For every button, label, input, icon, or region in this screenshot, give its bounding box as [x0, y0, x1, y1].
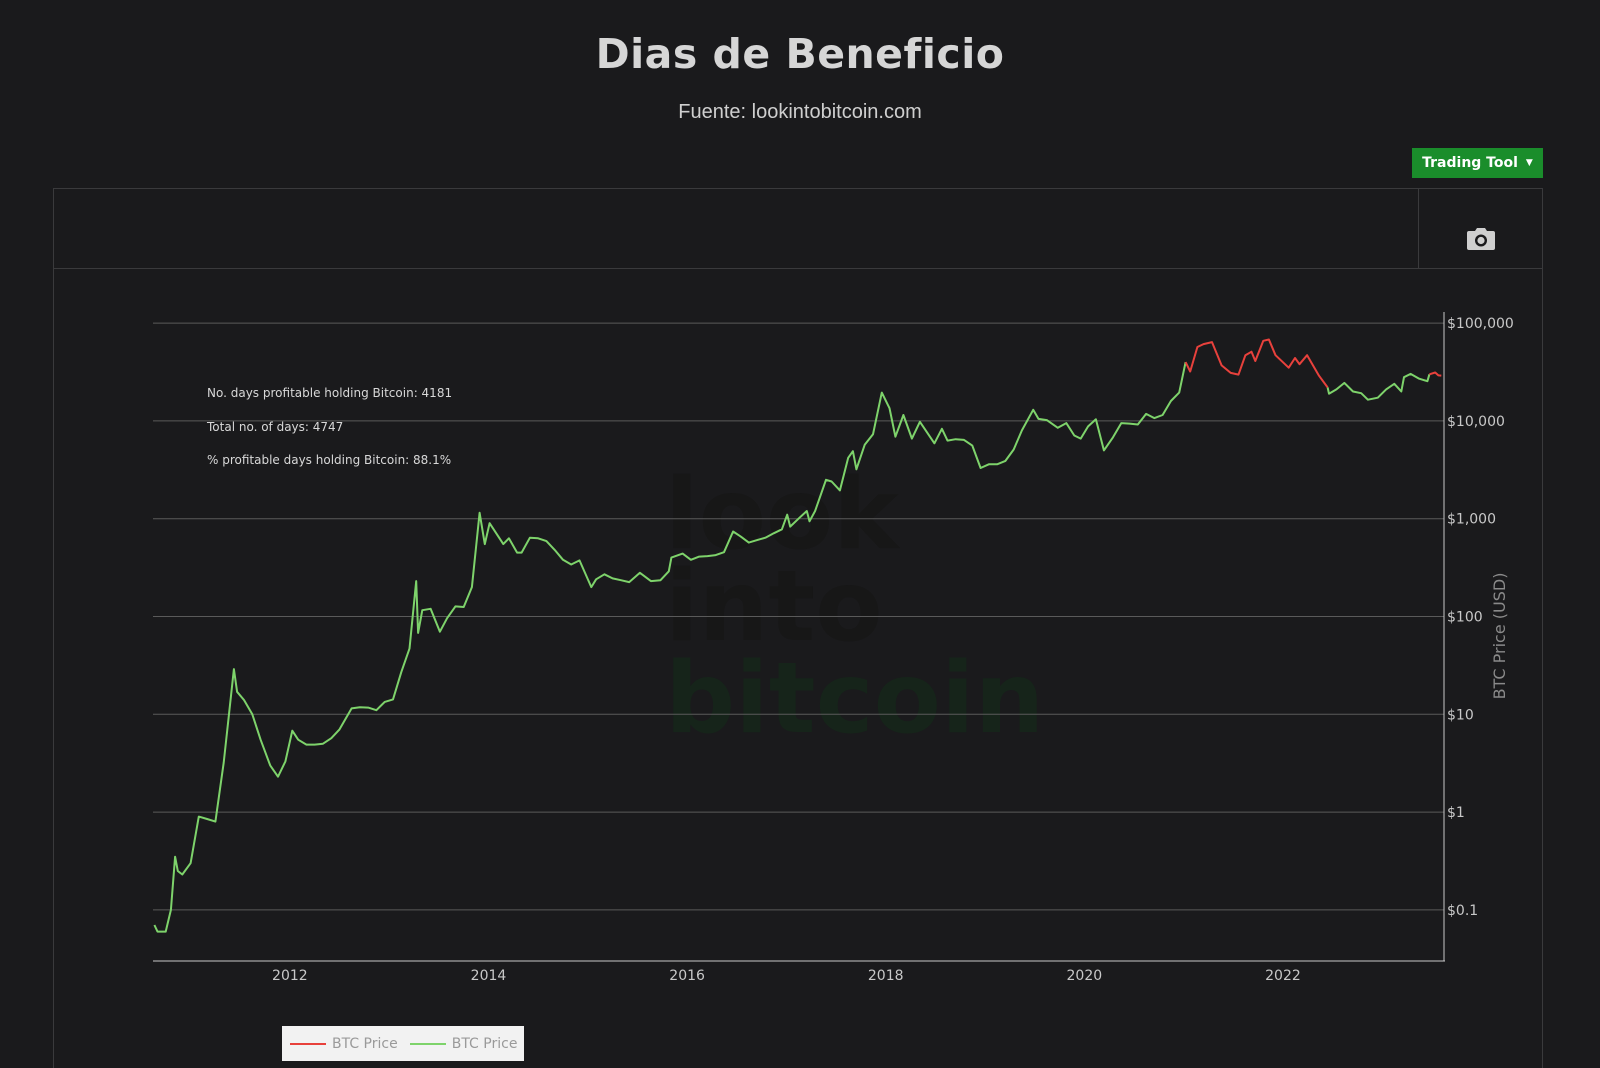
series-line-profitable[interactable]	[153, 361, 1187, 933]
annotation-profitable-days: No. days profitable holding Bitcoin: 418…	[207, 386, 452, 400]
x-tick-label: 2014	[471, 968, 507, 984]
series-line-unprofitable[interactable]	[1429, 371, 1442, 377]
chart-container	[53, 188, 1543, 1068]
annotation-total-days: Total no. of days: 4747	[206, 420, 343, 434]
watermark: look into bitcoin	[665, 458, 1044, 756]
legend-item-red[interactable]: BTC Price	[290, 1036, 398, 1052]
y-tick-label: $0.1	[1447, 903, 1478, 919]
watermark-line-2: into	[665, 550, 883, 664]
price-lines	[153, 338, 1442, 933]
x-tick-label: 2018	[868, 968, 904, 984]
series-line-profitable[interactable]	[1326, 372, 1431, 401]
x-tick-label: 2016	[669, 968, 705, 984]
x-tick-label: 2022	[1265, 968, 1301, 984]
stats-annotations: No. days profitable holding Bitcoin: 418…	[206, 386, 452, 467]
legend-label-red: BTC Price	[332, 1035, 398, 1052]
watermark-line-3: bitcoin	[665, 642, 1044, 756]
trading-tool-button[interactable]: Trading Tool ▼	[1412, 148, 1543, 178]
x-tick-label: 2020	[1067, 968, 1103, 984]
chart-toolbar	[54, 189, 1542, 269]
page-subtitle: Fuente: lookintobitcoin.com	[678, 101, 922, 123]
y-tick-label: $100,000	[1447, 316, 1514, 332]
annotation-percent-profitable: % profitable days holding Bitcoin: 88.1%	[207, 453, 451, 467]
y-tick-label: $1	[1447, 805, 1465, 821]
toolbar-divider	[1418, 189, 1419, 268]
legend-label-green: BTC Price	[451, 1035, 518, 1052]
x-tick-labels: 2012 2014 2016 2018 2020 2022	[272, 968, 1301, 984]
axes	[153, 312, 1445, 962]
y-tick-labels: $0.1 $1 $10 $100 $1,000 $10,000 $100,000	[1447, 316, 1514, 919]
chart-legend: BTC Price BTC Price	[282, 1026, 524, 1061]
y-tick-label: $10	[1447, 707, 1474, 723]
trading-tool-label: Trading Tool	[1422, 155, 1518, 171]
grid-lines	[153, 322, 1444, 911]
y-tick-label: $1,000	[1447, 512, 1496, 528]
y-tick-label: $10,000	[1447, 414, 1505, 430]
legend-swatch-green	[409, 1042, 446, 1045]
y-axis-title: BTC Price (USD)	[1490, 573, 1509, 700]
y-tick-label: $100	[1447, 610, 1483, 626]
series-line-unprofitable[interactable]	[1184, 338, 1329, 388]
caret-down-icon: ▼	[1525, 158, 1533, 168]
watermark-line-1: look	[665, 458, 901, 572]
page-title: Dias de Beneficio	[595, 30, 1005, 78]
legend-item-green[interactable]: BTC Price	[409, 1035, 518, 1052]
x-tick-label: 2012	[272, 968, 308, 984]
camera-icon[interactable]	[1466, 227, 1496, 251]
legend-swatch-red	[290, 1042, 326, 1045]
